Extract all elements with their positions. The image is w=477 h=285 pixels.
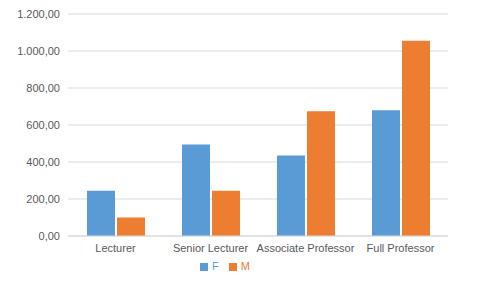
svg-text:Senior Lecturer: Senior Lecturer (173, 242, 249, 254)
svg-text:800,00: 800,00 (26, 82, 60, 94)
svg-text:0,00: 0,00 (39, 230, 60, 242)
html-text:M: M (240, 260, 250, 272)
svg-text:400,00: 400,00 (26, 156, 60, 168)
svg-text:1.200,00: 1.200,00 (17, 8, 60, 20)
svg-text:Associate Professor: Associate Professor (257, 242, 355, 254)
svg-text:Full Professor: Full Professor (367, 242, 435, 254)
svg-text:Lecturer: Lecturer (95, 242, 136, 254)
svg-text:1.000,00: 1.000,00 (17, 45, 60, 57)
svg-text:200,00: 200,00 (26, 193, 60, 205)
html-text:F: F (212, 260, 219, 272)
svg-text:600,00: 600,00 (26, 119, 60, 131)
